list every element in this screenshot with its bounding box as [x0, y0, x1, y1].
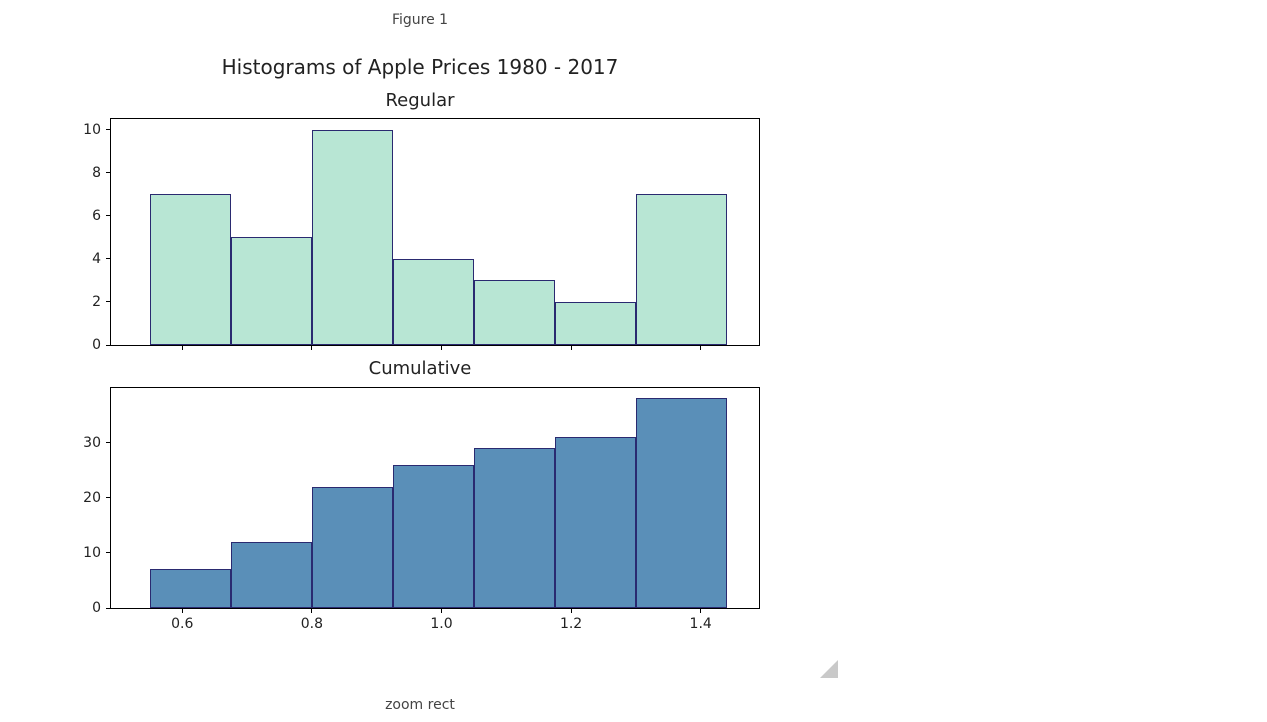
histogram-bar: [150, 194, 231, 345]
ytick-label: 20: [83, 490, 111, 506]
xtick-label: 0.8: [301, 608, 323, 632]
histogram-bar: [636, 398, 727, 608]
ytick-label: 4: [92, 251, 111, 267]
xtick-mark: [182, 345, 183, 350]
histogram-bar: [150, 569, 231, 608]
xtick-mark: [571, 345, 572, 350]
ytick-label: 30: [83, 435, 111, 451]
xtick-label: 1.2: [560, 608, 582, 632]
figure-suptitle: Histograms of Apple Prices 1980 - 2017: [0, 55, 840, 79]
histogram-bar: [474, 280, 555, 345]
subplot-cumulative[interactable]: 01020300.60.81.01.21.4: [110, 387, 760, 609]
histogram-bar: [555, 302, 636, 345]
ytick-label: 6: [92, 208, 111, 224]
histogram-bar: [393, 259, 474, 345]
resize-handle-icon[interactable]: [820, 660, 838, 678]
xtick-label: 0.6: [171, 608, 193, 632]
ytick-label: 0: [92, 337, 111, 353]
xtick-mark: [311, 345, 312, 350]
xtick-label: 1.0: [430, 608, 452, 632]
subplot-regular[interactable]: 0246810: [110, 118, 760, 346]
ytick-label: 10: [83, 545, 111, 561]
xtick-mark: [700, 345, 701, 350]
histogram-bar: [555, 437, 636, 608]
histogram-bar: [474, 448, 555, 608]
window-title: Figure 1: [0, 12, 840, 28]
xtick-label: 1.4: [690, 608, 712, 632]
xtick-mark: [441, 345, 442, 350]
status-bar: zoom rect: [0, 697, 840, 713]
ytick-label: 10: [83, 122, 111, 138]
subplot1-title: Regular: [0, 90, 840, 111]
ytick-label: 2: [92, 294, 111, 310]
ytick-label: 8: [92, 165, 111, 181]
subplot2-title: Cumulative: [0, 358, 840, 379]
histogram-bar: [312, 130, 393, 345]
histogram-bar: [312, 487, 393, 608]
histogram-bar: [393, 465, 474, 608]
histogram-bar: [231, 542, 312, 608]
ytick-label: 0: [92, 600, 111, 616]
histogram-bar: [231, 237, 312, 345]
histogram-bar: [636, 194, 727, 345]
